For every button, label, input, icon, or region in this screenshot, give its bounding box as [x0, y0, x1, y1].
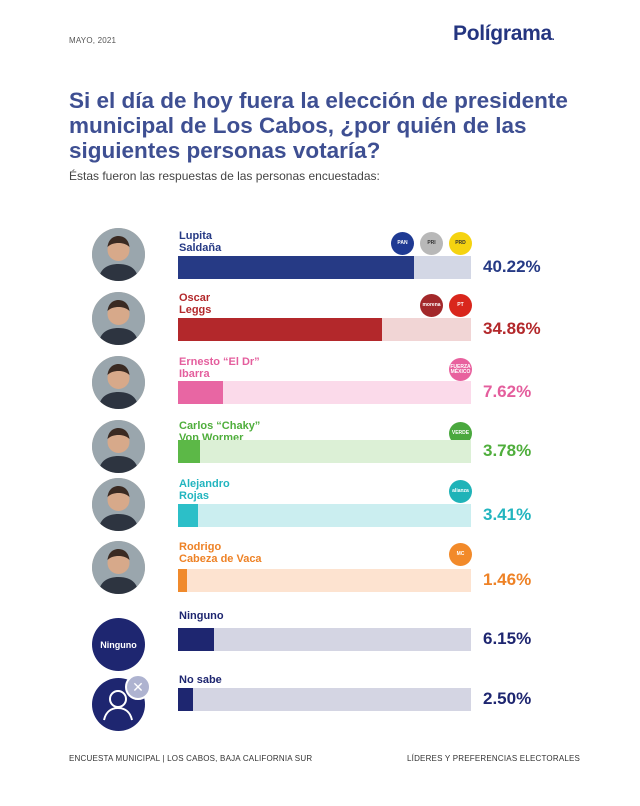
candidate-name: Lupita Saldaña — [179, 230, 221, 254]
bar-row: Rodrigo Cabeza de Vaca MC 1.46% — [0, 541, 640, 605]
name-line-2: Rojas — [179, 490, 209, 502]
party-logo-text: MC — [456, 551, 465, 557]
name-line-1: Ninguno — [179, 610, 224, 622]
bar-track — [178, 504, 471, 527]
bar-track — [178, 440, 471, 463]
party-logo-text: alianza — [452, 488, 469, 494]
party-logos: VERDE — [449, 422, 472, 445]
candidate-name: Alejandro Rojas — [179, 478, 230, 502]
party-logos: MC — [449, 543, 472, 566]
party-logo-text: PT — [457, 302, 464, 308]
bar-row: Ninguno Ninguno 6.15% — [0, 610, 640, 674]
name-line-1: No sabe — [179, 674, 222, 686]
bar — [178, 256, 414, 279]
data-label: 7.62% — [483, 382, 532, 401]
candidate-name: Ninguno — [179, 610, 224, 622]
survey-date: MAYO, 2021 — [69, 36, 117, 45]
chart-title: Si el día de hoy fuera la elección de pr… — [69, 88, 568, 163]
name-line-2: Leggs — [179, 304, 212, 316]
bar-row: Oscar Leggs morena PT 34.86% — [0, 292, 640, 356]
candidate-photo — [92, 356, 145, 409]
bar — [178, 504, 198, 527]
party-logo-icon: PAN — [391, 232, 414, 255]
bar — [178, 440, 201, 463]
party-logo-text: PAN — [397, 240, 408, 246]
name-line-2: Ibarra — [179, 368, 210, 380]
bar — [178, 688, 193, 711]
candidate-name: No sabe — [179, 674, 222, 686]
party-logo-icon: PRD — [449, 232, 472, 255]
name-line-1: Oscar — [179, 292, 211, 304]
candidate-photo — [92, 292, 145, 345]
brand-logo: Polígrama. — [453, 22, 555, 46]
name-line-1: Ernesto “El Dr” — [179, 356, 260, 368]
party-logos: PAN PRI PRD — [391, 232, 472, 255]
data-label: 6.15% — [483, 629, 532, 648]
person-outline-icon — [103, 690, 133, 721]
bar-row: ✕ No sabe 2.50% — [0, 674, 640, 738]
bar-track — [178, 256, 471, 279]
candidate-photo — [92, 541, 145, 594]
bar — [178, 318, 383, 341]
candidate-photo — [92, 228, 145, 281]
bar-track — [178, 628, 471, 651]
candidate-photo — [92, 420, 145, 473]
bar-row: Ernesto “El Dr” Ibarra FUERZA MÉXICO 7.62… — [0, 356, 640, 420]
party-logo-icon: alianza — [449, 480, 472, 503]
name-line-1: Lupita — [179, 230, 212, 242]
bar-row: Lupita Saldaña PAN PRI PRD 40.22% — [0, 228, 640, 294]
party-logo-text: PRI — [427, 240, 436, 246]
bar — [178, 381, 223, 404]
data-label: 2.50% — [483, 689, 532, 708]
party-logos: FUERZA MÉXICO — [449, 358, 472, 381]
name-line-2: Saldaña — [179, 242, 222, 254]
footer-right: LÍDERES Y PREFERENCIAS ELECTORALES — [407, 754, 581, 763]
bar-track — [178, 318, 471, 341]
party-logo-icon: MC — [449, 543, 472, 566]
footer-left: ENCUESTA MUNICIPAL | LOS CABOS, BAJA CAL… — [69, 754, 313, 763]
party-logo-text: morena — [422, 302, 441, 308]
party-logo-icon: PRI — [420, 232, 443, 255]
candidate-name: Ernesto “El Dr” Ibarra — [179, 356, 260, 380]
bar — [178, 628, 215, 651]
close-icon: ✕ — [125, 674, 151, 700]
chart-subtitle: Éstas fueron las respuestas de las perso… — [69, 169, 380, 183]
candidate-photo — [92, 478, 145, 531]
brand-name: Polígrama — [453, 22, 552, 45]
bar-track — [178, 688, 471, 711]
party-logo-icon: morena — [420, 294, 443, 317]
name-line-1: Alejandro — [179, 478, 230, 490]
data-label: 34.86% — [483, 319, 541, 338]
party-logo-icon: PT — [449, 294, 472, 317]
data-label: 3.41% — [483, 505, 532, 524]
data-label: 3.78% — [483, 441, 532, 460]
bar — [178, 569, 187, 592]
avatar-text: Ninguno — [100, 639, 137, 650]
candidate-name: Oscar Leggs — [179, 292, 211, 316]
data-label: 1.46% — [483, 570, 532, 589]
bar-row: Alejandro Rojas alianza 3.41% — [0, 478, 640, 542]
ninguno-avatar: Ninguno — [92, 618, 145, 671]
bar-row: Carlos “Chaky” Von Wormer VERDE 3.78% — [0, 420, 640, 484]
party-logo-icon: FUERZA MÉXICO — [449, 358, 472, 381]
name-line-1: Carlos “Chaky” — [179, 420, 261, 432]
party-logo-text: FUERZA MÉXICO — [450, 363, 471, 375]
name-line-2: Cabeza de Vaca — [179, 553, 262, 565]
name-line-1: Rodrigo — [179, 541, 222, 553]
unknown-person-avatar: ✕ — [92, 674, 151, 731]
party-logo-icon: VERDE — [449, 422, 472, 445]
brand-dot: . — [551, 32, 555, 43]
bar-track — [178, 381, 471, 404]
bar-track — [178, 569, 471, 592]
candidate-name: Rodrigo Cabeza de Vaca — [179, 541, 262, 565]
party-logo-text: PRD — [455, 240, 466, 246]
party-logo-text: VERDE — [451, 430, 470, 436]
party-logos: alianza — [449, 480, 472, 503]
party-logos: morena PT — [420, 294, 472, 317]
data-label: 40.22% — [483, 257, 541, 276]
